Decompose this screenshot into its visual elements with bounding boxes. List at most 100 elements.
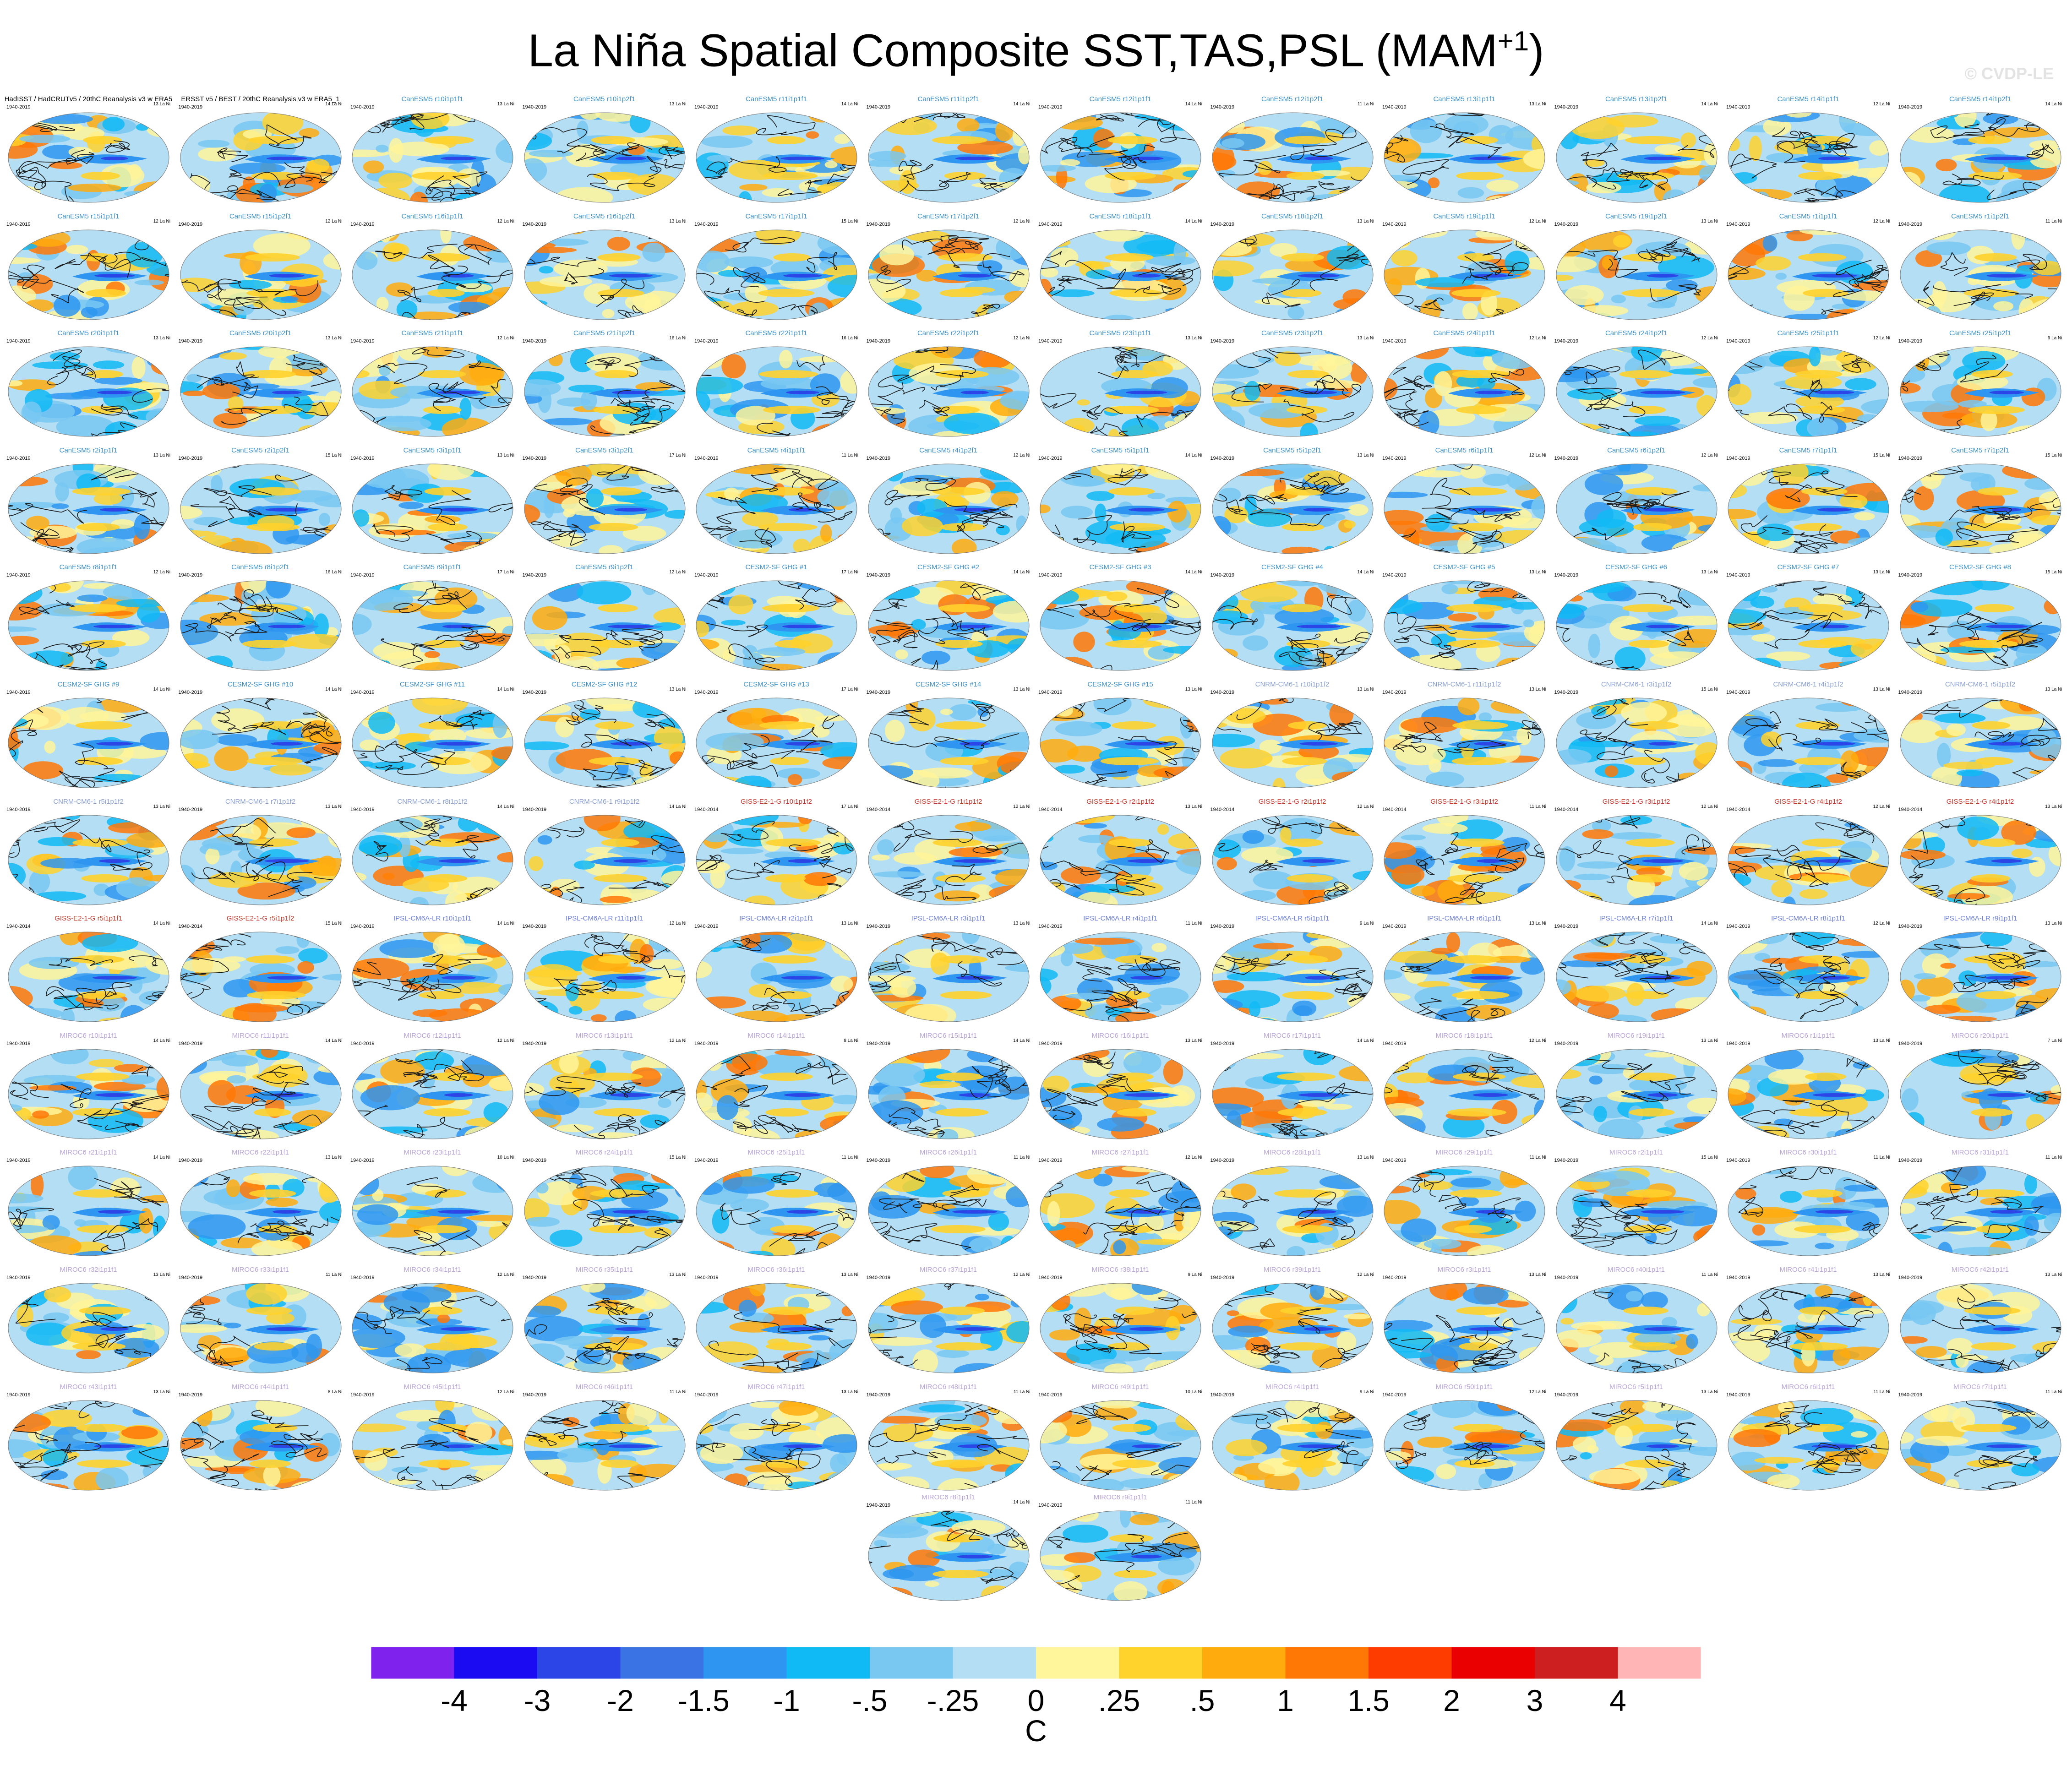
panel-title: CanESM5 r2i1p2f1	[231, 446, 289, 454]
composite-map	[696, 112, 857, 203]
title-main: La Niña Spatial Composite SST,TAS,PSL (M…	[528, 25, 1498, 76]
panel-title: MIROC6 r34i1p1f1	[403, 1266, 461, 1274]
panel-period: 1940-2019	[1038, 1392, 1063, 1398]
composite-map	[352, 463, 513, 554]
composite-panel: MIROC6 r42i1p1f1 1940-2019 13 La Ni	[1896, 1266, 2065, 1374]
panel-event-count: 14 La Ni	[497, 921, 514, 926]
composite-panel: MIROC6 r34i1p1f1 1940-2019 12 La Ni	[348, 1266, 517, 1374]
composite-map	[352, 932, 513, 1022]
composite-map	[352, 229, 513, 320]
composite-panel: CanESM5 r8i1p2f1 1940-2019 16 La Ni	[176, 563, 345, 671]
composite-map	[1728, 932, 1889, 1022]
panel-period: 1940-2019	[1038, 1040, 1063, 1046]
panel-event-count: 13 La Ni	[1529, 921, 1546, 926]
composite-panel: MIROC6 r22i1p1f1 1940-2019 13 La Ni	[176, 1149, 345, 1257]
composite-panel: MIROC6 r39i1p1f1 1940-2019 12 La Ni	[1208, 1266, 1377, 1374]
composite-panel: MIROC6 r50i1p1f1 1940-2019 12 La Ni	[1380, 1383, 1549, 1491]
panel-period: 1940-2019	[1898, 455, 1923, 461]
composite-map	[1900, 580, 2061, 671]
panel-event-count: 13 La Ni	[1873, 1272, 1890, 1277]
composite-map	[1900, 1400, 2061, 1491]
composite-map	[1040, 112, 1201, 203]
composite-panel: GISS-E2-1-G r3i1p1f2 1940-2014 11 La Ni	[1380, 798, 1549, 906]
panel-period: 1940-2019	[1038, 455, 1063, 461]
panel-period: 1940-2019	[522, 1275, 547, 1280]
panel-event-count: 12 La Ni	[1701, 804, 1718, 809]
panel-title: CanESM5 r1i1p1f1	[1779, 212, 1838, 220]
panel-period: 1940-2019	[350, 221, 375, 227]
panel-period: 1940-2019	[1898, 104, 1923, 110]
panel-event-count: 14 La Ni	[325, 102, 343, 107]
composite-map	[180, 580, 341, 671]
composite-panel: MIROC6 r45i1p1f1 1940-2019 12 La Ni	[348, 1383, 517, 1491]
composite-map	[1556, 112, 1717, 203]
composite-panel: CanESM5 r21i1p1f1 1940-2019 12 La Ni	[348, 329, 517, 437]
composite-map	[696, 580, 857, 671]
panel-period: 1940-2019	[694, 690, 719, 695]
panel-title: HadISST / HadCRUTv5 / 20thC Reanalysis v…	[4, 95, 173, 103]
panel-event-count: 9 La Ni	[1359, 921, 1374, 926]
panel-period: 1940-2019	[1210, 455, 1235, 461]
panel-period: 1940-2019	[1038, 1275, 1063, 1280]
panel-title: CanESM5 r23i1p1f1	[1089, 329, 1151, 338]
panel-period: 1940-2019	[1210, 221, 1235, 227]
composite-panel: CanESM5 r15i1p1f1 1940-2019 12 La Ni	[4, 212, 173, 321]
composite-map	[1556, 580, 1717, 671]
panel-event-count: 11 La Ni	[1529, 804, 1546, 809]
composite-panel: IPSL-CM6A-LR r7i1p1f1 1940-2019 14 La Ni	[1552, 915, 1721, 1023]
composite-panel: CanESM5 r3i1p2f1 1940-2019 17 La Ni	[520, 447, 689, 555]
panel-period: 1940-2019	[6, 690, 31, 695]
composite-panel: CanESM5 r3i1p1f1 1940-2019 13 La Ni	[348, 447, 517, 555]
panel-event-count: 9 La Ni	[2047, 336, 2062, 341]
panel-period: 1940-2019	[1382, 455, 1407, 461]
panel-title: MIROC6 r8i1p1f1	[921, 1493, 975, 1502]
panel-event-count: 13 La Ni	[1529, 102, 1546, 107]
composite-map	[696, 1049, 857, 1139]
panel-event-count: 13 La Ni	[153, 1389, 170, 1395]
panel-event-count: 10 La Ni	[1185, 1389, 1202, 1395]
composite-panel: IPSL-CM6A-LR r4i1p1f1 1940-2019 11 La Ni	[1036, 915, 1205, 1023]
composite-map	[180, 932, 341, 1022]
panel-event-count: 12 La Ni	[1873, 336, 1890, 341]
panel-title: CESM2-SF GHG #4	[1261, 563, 1324, 572]
panel-event-count: 13 La Ni	[841, 1272, 858, 1277]
composite-panel: CNRM-CM6-1 r11i1p1f2 1940-2019 13 La Ni	[1380, 681, 1549, 789]
composite-map	[1384, 1049, 1545, 1139]
composite-panel: MIROC6 r6i1p1f1 1940-2019 11 La Ni	[1723, 1383, 1893, 1491]
composite-map	[868, 1166, 1029, 1256]
composite-map	[1212, 346, 1373, 437]
panel-title: CanESM5 r4i1p2f1	[919, 446, 977, 454]
panel-period: 1940-2019	[866, 924, 891, 930]
panel-period: 1940-2019	[1382, 1392, 1407, 1398]
composite-panel: MIROC6 r4i1p1f1 1940-2019 9 La Ni	[1208, 1383, 1377, 1491]
panel-title: MIROC6 r27i1p1f1	[1091, 1149, 1149, 1157]
panel-title: CNRM-CM6-1 r5i1p1f2	[53, 797, 124, 806]
composite-map	[1728, 697, 1889, 788]
composite-panel: CanESM5 r9i1p1f1 1940-2019 17 La Ni	[348, 563, 517, 671]
panel-period: 1940-2019	[6, 338, 31, 344]
composite-map	[1556, 1166, 1717, 1256]
panel-title: CanESM5 r7i1p1f1	[1779, 446, 1838, 454]
composite-map	[1040, 932, 1201, 1022]
panel-period: 1940-2014	[178, 924, 203, 930]
panel-period: 1940-2019	[1554, 104, 1579, 110]
panel-title: CanESM5 r16i1p2f1	[573, 212, 636, 220]
composite-map	[1212, 112, 1373, 203]
panel-event-count: 13 La Ni	[1013, 687, 1031, 692]
panel-event-count: 13 La Ni	[841, 921, 858, 926]
composite-map	[1728, 229, 1889, 320]
composite-panel: CNRM-CM6-1 r4i1p1f2 1940-2019 13 La Ni	[1723, 681, 1893, 789]
composite-map	[1212, 1283, 1373, 1373]
composite-panel: IPSL-CM6A-LR r10i1p1f1 1940-2019 14 La Ni	[348, 915, 517, 1023]
panel-title: MIROC6 r36i1p1f1	[747, 1266, 805, 1274]
panel-event-count: 15 La Ni	[325, 452, 343, 458]
panel-event-count: 13 La Ni	[1701, 218, 1718, 224]
composite-panel: CanESM5 r21i1p2f1 1940-2019 16 La Ni	[520, 329, 689, 437]
panel-event-count: 11 La Ni	[1529, 1155, 1546, 1160]
composite-panel: MIROC6 r44i1p1f1 1940-2019 8 La Ni	[176, 1383, 345, 1491]
panel-period: 1940-2019	[1898, 1040, 1923, 1046]
panel-period: 1940-2019	[694, 1392, 719, 1398]
panel-title: MIROC6 r20i1p1f1	[1951, 1031, 2009, 1040]
composite-map	[524, 815, 685, 905]
